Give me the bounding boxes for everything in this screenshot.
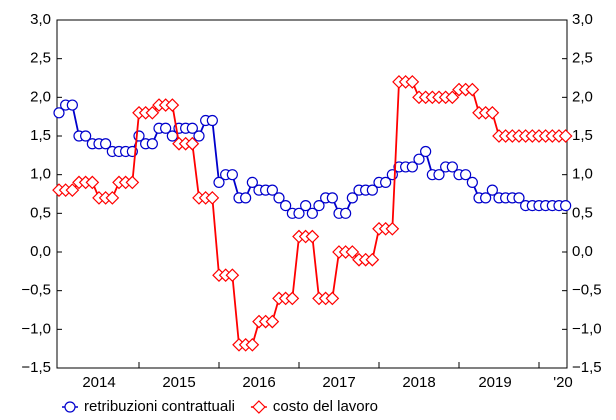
circle-marker (226, 169, 238, 181)
y-tick-label: −1,0 (21, 320, 51, 337)
circle-marker (346, 192, 358, 204)
y-tick-label: 2,0 (30, 88, 51, 105)
y2-tick-label: 1,5 (572, 127, 593, 144)
circle-marker (280, 200, 292, 212)
circle-marker (300, 200, 312, 212)
diamond-marker (385, 221, 400, 236)
y-tick-label: 1,5 (30, 127, 51, 144)
y2-tick-label: 2,0 (572, 88, 593, 105)
x-tick-label: 2017 (322, 374, 355, 391)
y-tick-label: 3,0 (30, 11, 51, 28)
y2-tick-label: 2,5 (572, 50, 593, 67)
circle-marker (293, 207, 305, 219)
diamond-marker (325, 291, 340, 306)
circle-marker (66, 99, 78, 111)
circle-marker (80, 130, 92, 142)
y2-tick-label: 3,0 (572, 11, 593, 28)
circle-marker (313, 200, 325, 212)
circle-marker (53, 107, 65, 119)
circle-marker (380, 176, 392, 188)
diamond-marker (185, 136, 200, 151)
y2-tick-label: 0,5 (572, 204, 593, 221)
diamond-marker (105, 191, 120, 205)
circle-marker (446, 161, 458, 173)
x-tick-label: 2018 (402, 374, 435, 391)
diamond-marker (485, 105, 500, 120)
circle-marker (246, 176, 258, 188)
x-tick-label: 2019 (478, 374, 511, 391)
y-tick-label: −0,5 (21, 282, 51, 299)
y-tick-label: 2,5 (30, 50, 51, 67)
circle-marker (160, 122, 172, 134)
diamond-marker (265, 314, 280, 329)
circle-marker (340, 207, 352, 219)
x-tick-label: 2016 (242, 374, 275, 391)
x-tick-label: 2015 (162, 374, 195, 391)
circle-marker (240, 192, 252, 204)
circle-marker (460, 169, 472, 181)
y2-tick-label: −1,0 (572, 320, 602, 337)
circle-marker (206, 114, 218, 127)
y2-tick-label: −0,5 (572, 282, 602, 299)
circle-marker (486, 184, 498, 196)
circle-marker (420, 145, 432, 158)
diamond-marker (285, 291, 300, 306)
x-tick-label: '20 (553, 374, 573, 391)
circle-marker (480, 192, 492, 204)
legend-label: retribuzioni contrattuali (84, 398, 235, 415)
circle-marker (266, 184, 278, 196)
circle-marker (306, 207, 318, 219)
circle-marker (326, 192, 338, 204)
circle-marker (146, 138, 158, 150)
diamond-marker (465, 82, 480, 97)
diamond-marker (205, 191, 220, 205)
circle-marker (273, 192, 285, 204)
diamond-marker (252, 400, 266, 414)
diamond-marker (405, 75, 420, 89)
y-tick-label: 1,0 (30, 166, 51, 183)
diamond-marker (445, 90, 460, 105)
circle-marker (406, 161, 418, 173)
circle-marker (513, 192, 525, 204)
diamond-marker (305, 229, 320, 244)
diamond-marker (85, 175, 100, 190)
circle-marker (100, 138, 112, 150)
diamond-marker (125, 175, 140, 190)
diamond-marker (165, 98, 180, 112)
y2-tick-label: −1,5 (572, 359, 602, 376)
diamond-marker (558, 129, 573, 143)
diamond-marker (225, 268, 240, 283)
circle-marker (560, 200, 572, 212)
circle-marker (366, 184, 378, 196)
y-tick-label: −1,5 (21, 359, 51, 376)
circle-marker (186, 122, 198, 134)
diamond-marker (145, 105, 160, 120)
x-tick-label: 2014 (82, 374, 115, 391)
diamond-marker (365, 252, 380, 267)
circle-marker (64, 401, 76, 413)
diamond-marker (245, 337, 260, 352)
circle-marker (193, 130, 205, 142)
y-tick-label: 0,0 (30, 243, 51, 260)
diamond-marker (345, 245, 360, 259)
circle-marker (213, 176, 225, 188)
circle-marker (433, 169, 445, 181)
y2-tick-label: 0,0 (572, 243, 593, 260)
circle-marker (413, 153, 425, 165)
legend-label: costo del lavoro (273, 398, 378, 415)
y-tick-label: 0,5 (30, 204, 51, 221)
y2-tick-label: 1,0 (572, 166, 593, 183)
diamond-marker (65, 183, 80, 197)
circle-marker (466, 176, 478, 188)
